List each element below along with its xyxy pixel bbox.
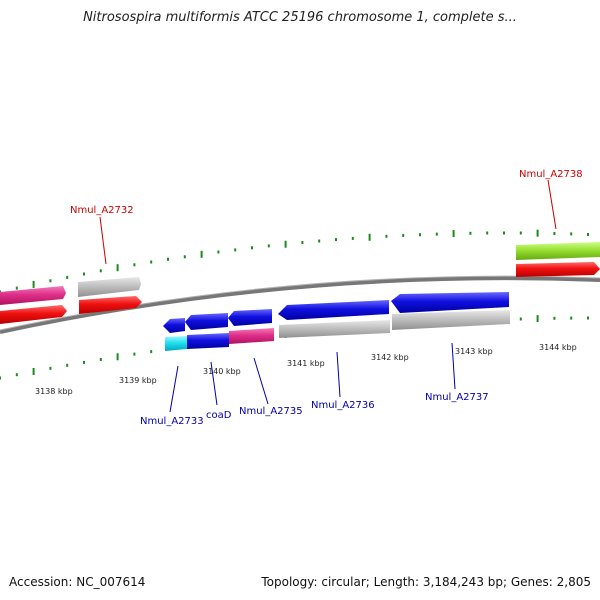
gene-label-nmul-a2735[interactable]: Nmul_A2735 <box>239 406 303 417</box>
genome-summary-text: Topology: circular; Length: 3,184,243 bp… <box>261 575 591 589</box>
tick-label-3144: 3144 kbp <box>539 343 577 352</box>
label-leaders <box>99 179 557 413</box>
coordinate-labels: 3138 kbp 3139 kbp 3140 kbp 3141 kbp 3142… <box>35 343 577 396</box>
tick-label-3140: 3140 kbp <box>203 367 241 376</box>
tick-label-3139: 3139 kbp <box>119 376 157 385</box>
gene-forward-red-left[interactable] <box>0 305 67 324</box>
gene-label-nmul-a2736[interactable]: Nmul_A2736 <box>311 400 375 411</box>
gene-label-nmul-a2738[interactable]: Nmul_A2738 <box>519 169 583 180</box>
map-title: Nitrosospira multiformis ATCC 25196 chro… <box>83 10 517 25</box>
gene-forward-grey-left[interactable] <box>78 277 141 297</box>
tick-label-3142: 3142 kbp <box>371 353 409 362</box>
gene-labels: Nmul_A2732 Nmul_A2738 Nmul_A2733 coaD Nm… <box>70 169 583 427</box>
gene-nmul-a2738[interactable] <box>516 262 600 277</box>
gene-label-nmul-a2733[interactable]: Nmul_A2733 <box>140 416 204 427</box>
gene-nmul-a2737[interactable] <box>391 292 509 313</box>
gene-reverse-blue-2[interactable] <box>185 313 228 330</box>
gene-forward-magenta-left[interactable] <box>0 286 66 305</box>
leader-nmul-a2732 <box>99 216 107 265</box>
gene-nmul-a2738-green[interactable] <box>516 242 600 260</box>
gene-nmul-a2736[interactable] <box>278 300 389 320</box>
leader-nmul-a2733 <box>169 365 179 413</box>
gene-reverse-grey-1[interactable] <box>279 320 390 338</box>
accession-text: Accession: NC_007614 <box>9 575 146 589</box>
chromosome-backbone <box>0 276 600 334</box>
tick-label-3143: 3143 kbp <box>455 347 493 356</box>
gene-reverse-blue-3[interactable] <box>228 309 272 326</box>
gene-reverse-grey-2[interactable] <box>392 310 510 330</box>
tick-row-upper <box>0 229 589 294</box>
gene-coad[interactable] <box>187 333 229 349</box>
leader-coad <box>210 361 218 406</box>
gene-label-nmul-a2737[interactable]: Nmul_A2737 <box>425 392 489 403</box>
gene-label-nmul-a2732[interactable]: Nmul_A2732 <box>70 205 134 216</box>
tick-label-3138: 3138 kbp <box>35 387 73 396</box>
gene-nmul-a2733[interactable] <box>165 336 187 351</box>
leader-nmul-a2737 <box>451 342 456 390</box>
leader-nmul-a2735 <box>253 357 269 405</box>
gene-nmul-a2732[interactable] <box>79 296 142 314</box>
gene-nmul-a2735[interactable] <box>229 328 274 344</box>
tick-label-3141: 3141 kbp <box>287 359 325 368</box>
leader-nmul-a2738 <box>547 179 557 230</box>
leader-nmul-a2736 <box>336 351 341 398</box>
gene-reverse-blue-1[interactable] <box>163 318 185 333</box>
gene-label-coad[interactable]: coaD <box>206 410 232 421</box>
